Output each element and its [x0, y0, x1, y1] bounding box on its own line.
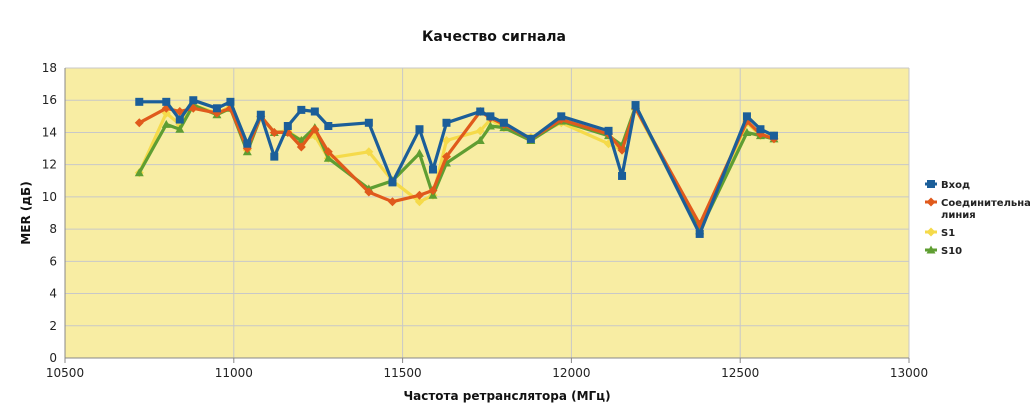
y-tick-label: 18 — [42, 61, 57, 75]
data-point — [476, 107, 485, 116]
legend-item-s1: S1 — [925, 227, 955, 239]
x-axis-title: Частота ретранслятора (МГц) — [403, 389, 610, 403]
legend-label: S1 — [941, 228, 955, 239]
data-point — [161, 119, 171, 128]
x-tick-label: 12000 — [552, 366, 590, 380]
data-point — [162, 97, 171, 106]
legend-item-вход: Вход — [925, 180, 970, 191]
data-point — [364, 187, 374, 197]
data-point — [475, 136, 485, 144]
data-point — [270, 152, 279, 161]
x-tick-label: 13000 — [890, 366, 928, 380]
data-point — [769, 131, 778, 140]
data-point — [742, 112, 751, 121]
legend-item-s10: S10 — [925, 245, 962, 257]
data-point — [428, 165, 437, 174]
data-point — [226, 97, 235, 106]
data-point — [441, 136, 451, 145]
data-point — [175, 115, 184, 124]
y-tick-label: 16 — [42, 93, 57, 107]
data-point — [414, 148, 424, 157]
data-point — [695, 229, 704, 238]
data-point — [526, 134, 535, 143]
data-point — [134, 118, 144, 128]
x-tick-label: 12500 — [721, 366, 759, 380]
data-point — [134, 168, 144, 177]
data-point — [189, 96, 198, 105]
y-axis-title: MER (дБ) — [19, 181, 33, 244]
y-tick-label: 6 — [49, 254, 57, 268]
y-tick-label: 14 — [42, 125, 57, 139]
data-point — [256, 110, 265, 119]
data-point — [499, 118, 508, 127]
data-point — [310, 107, 319, 116]
legend-marker — [927, 180, 935, 188]
data-point — [631, 101, 640, 110]
y-tick-label: 8 — [49, 222, 57, 236]
legend-marker — [926, 197, 936, 207]
data-point — [442, 118, 451, 127]
x-tick-label: 11500 — [384, 366, 422, 380]
y-tick-label: 0 — [49, 351, 57, 365]
data-point — [323, 147, 333, 157]
data-point — [388, 178, 397, 187]
data-point — [283, 122, 292, 130]
y-tick-label: 2 — [49, 319, 57, 333]
series-layer — [134, 96, 779, 238]
y-tick-label: 10 — [42, 190, 57, 204]
data-point — [756, 125, 765, 134]
axes — [64, 68, 909, 359]
data-point — [297, 105, 306, 114]
data-point — [414, 197, 424, 207]
data-point — [441, 152, 451, 162]
data-point — [212, 104, 221, 113]
data-point — [414, 190, 424, 200]
data-point — [742, 127, 752, 136]
legend-label: Соединительная — [941, 198, 1030, 209]
y-tick-label: 4 — [49, 287, 57, 301]
data-point — [310, 124, 320, 134]
series-вход — [135, 96, 778, 238]
x-axis-ticks: 10500 11000 11500 12000 12500 13000 — [46, 358, 928, 380]
legend-label: Вход — [941, 180, 970, 191]
data-point — [428, 185, 438, 195]
data-point — [324, 122, 333, 130]
x-tick-label: 11000 — [215, 366, 253, 380]
data-point — [364, 118, 373, 127]
legend-label: линия — [941, 210, 976, 221]
data-point — [269, 127, 279, 137]
data-point — [364, 147, 374, 157]
data-point — [175, 124, 185, 133]
chart-title: Качество сигнала — [422, 29, 566, 45]
x-tick-label: 10500 — [46, 366, 84, 380]
data-point — [243, 139, 252, 148]
data-point — [604, 126, 613, 135]
data-point — [485, 121, 495, 130]
data-point — [486, 112, 495, 121]
data-point — [387, 197, 397, 207]
legend-marker — [926, 227, 936, 237]
data-point — [617, 145, 627, 155]
plot-area — [65, 68, 909, 358]
data-point — [323, 153, 333, 162]
legend-marker — [926, 245, 936, 254]
data-point — [557, 112, 566, 121]
legend-label: S10 — [941, 246, 962, 257]
data-point — [475, 126, 485, 136]
data-point — [296, 142, 306, 152]
data-point — [135, 97, 144, 106]
y-tick-label: 12 — [42, 158, 57, 172]
data-point — [415, 125, 424, 134]
data-point — [618, 171, 627, 180]
y-axis-ticks: 0 2 4 6 8 10 12 14 16 18 — [42, 61, 57, 365]
